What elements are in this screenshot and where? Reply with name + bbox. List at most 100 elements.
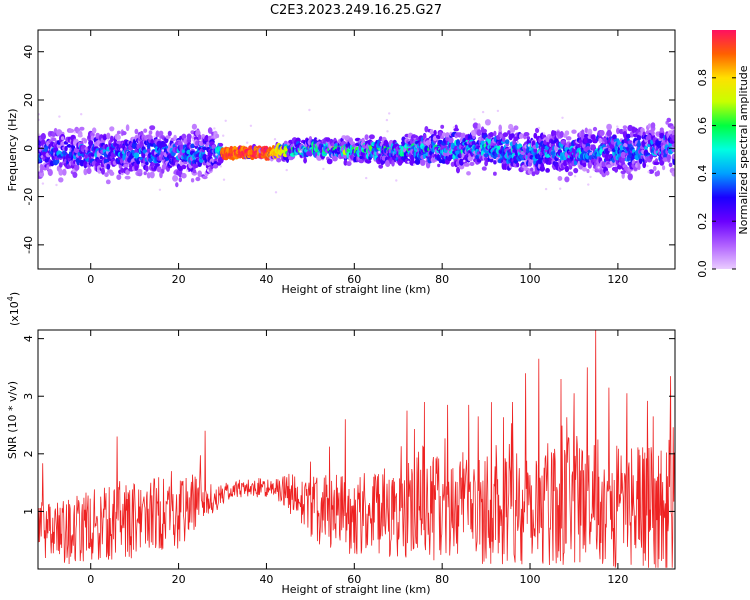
spectrogram-cell — [463, 162, 470, 167]
snr-y-tick-label: 1 — [22, 508, 35, 515]
snr-x-tick-label: 120 — [607, 573, 628, 586]
spectrogram-cell — [86, 167, 92, 175]
spectrogram-cell — [523, 132, 530, 137]
spectrogram-cell — [659, 134, 665, 139]
spectrogram-cell — [92, 127, 97, 134]
spectrogram-cell — [158, 188, 162, 191]
spectrogram-cell — [496, 109, 500, 113]
spectrogram-cell — [73, 131, 76, 134]
colorbar-tick-label: 0.2 — [696, 212, 709, 230]
spectrogram-cell — [493, 171, 497, 176]
spectrogram-cell — [535, 127, 540, 134]
spectrogram-cell — [134, 165, 139, 171]
spectrogram-cell — [147, 143, 151, 150]
spectrogram-cell — [650, 122, 656, 129]
spectrogram-cell — [72, 171, 78, 178]
spectrogram-cell — [587, 138, 593, 144]
spectrogram-cell — [601, 161, 607, 168]
spectrogram-cell — [456, 166, 460, 174]
spectrogram-cell — [125, 124, 130, 132]
spectrogram-cell — [627, 173, 633, 181]
spectrogram-cell — [285, 168, 288, 172]
spectrogram-cell — [606, 164, 613, 169]
spectrogram-cell — [582, 166, 587, 172]
spectrogram-cell — [530, 167, 534, 172]
spectrogram-cell — [41, 182, 45, 185]
spectrogram-cell — [573, 167, 579, 174]
spectrogram-cell — [116, 130, 121, 135]
spectrogram-cell — [38, 133, 41, 136]
spectrogram-cell — [587, 183, 590, 186]
spectrogram-cell — [274, 191, 278, 194]
spectrogram-cell — [472, 122, 479, 129]
spectrogram-cell — [559, 131, 564, 138]
spectrogram-cell — [116, 174, 122, 180]
spectrogram-cell — [104, 172, 109, 178]
spectrogram-cell — [101, 167, 105, 175]
snr-x-axis-label: Height of straight line (km) — [281, 583, 430, 596]
spectrogram-cell — [64, 145, 68, 152]
spectrogram-cell — [106, 139, 110, 142]
spectrogram-cell — [453, 127, 460, 132]
spectrogram-cell — [273, 138, 277, 141]
spectrogram-cell — [106, 163, 111, 170]
spectrogram-cell — [204, 134, 209, 142]
spectrogram-cell — [649, 155, 653, 160]
spectrogram-cell — [517, 141, 520, 145]
spectrogram-cell — [527, 144, 531, 147]
spectrogram-cell — [181, 164, 187, 170]
snr-x-tick-label: 80 — [435, 573, 449, 586]
spectrogram-cell — [385, 159, 391, 167]
spectrogram-cell — [509, 127, 516, 133]
spectrogram-cell — [510, 133, 515, 138]
spectrogram-cell — [181, 172, 187, 179]
spectrogram-cell — [219, 165, 223, 168]
spectrogram-cell — [116, 140, 122, 145]
spectrogram-cell — [110, 135, 114, 142]
snr-x-tick-label: 40 — [259, 573, 273, 586]
spectrogram-cell — [481, 166, 487, 171]
spectrogram-cell — [74, 164, 80, 171]
spectrogram-cell — [137, 168, 143, 174]
spectrogram-cell — [173, 134, 177, 141]
snr-y-axis-exponent: (x104) — [6, 292, 21, 326]
spectrogram-cell — [671, 170, 675, 177]
spectrogram-cell — [224, 119, 227, 123]
spectrogram-x-tick-label: 40 — [259, 273, 273, 286]
spectrogram-cell — [552, 130, 557, 137]
spectrogram-cell — [452, 126, 456, 129]
spectrogram-cell — [659, 127, 664, 133]
spectrogram-cell — [424, 126, 429, 133]
spectrogram-cell — [346, 161, 352, 167]
spectrogram-cell — [533, 147, 538, 154]
spectrogram-cell — [523, 147, 527, 153]
spectrogram-cell — [99, 155, 103, 160]
spectrogram-cell — [156, 166, 162, 173]
spectrogram-cell — [116, 134, 121, 140]
spectrogram-cell — [55, 183, 58, 187]
spectrogram-cell — [493, 130, 497, 137]
spectrogram-cell — [207, 127, 213, 134]
spectrogram-cell — [458, 163, 465, 170]
spectrogram-cell — [653, 165, 657, 172]
spectrogram-cell — [378, 164, 384, 169]
spectrogram-cell — [148, 130, 153, 136]
spectrogram-cell — [666, 154, 671, 161]
spectrogram-cell — [481, 110, 485, 114]
colorbar: 0.0 0.2 0.4 0.6 0.8 Normalized spectral ampl… — [696, 30, 750, 278]
spectrogram-cell — [564, 130, 570, 136]
spectrogram-cell — [605, 170, 610, 176]
spectrogram-cell — [410, 154, 415, 162]
spectrogram-cell — [121, 131, 127, 136]
spectrogram-frame — [37, 29, 676, 270]
spectrogram-cell — [516, 162, 520, 168]
spectrogram-cell — [597, 166, 600, 169]
spectrogram-cell — [547, 160, 552, 165]
spectrogram-cell — [671, 153, 675, 160]
spectrogram-cell — [513, 125, 519, 131]
spectrogram-cell — [422, 153, 427, 159]
spectrogram-cell — [616, 125, 619, 128]
spectrogram-cell — [671, 129, 675, 137]
spectrogram-cell — [299, 150, 302, 153]
snr-panel: 0 20 40 60 80 100 120 1 2 3 4 Height of straight l… — [6, 292, 676, 596]
